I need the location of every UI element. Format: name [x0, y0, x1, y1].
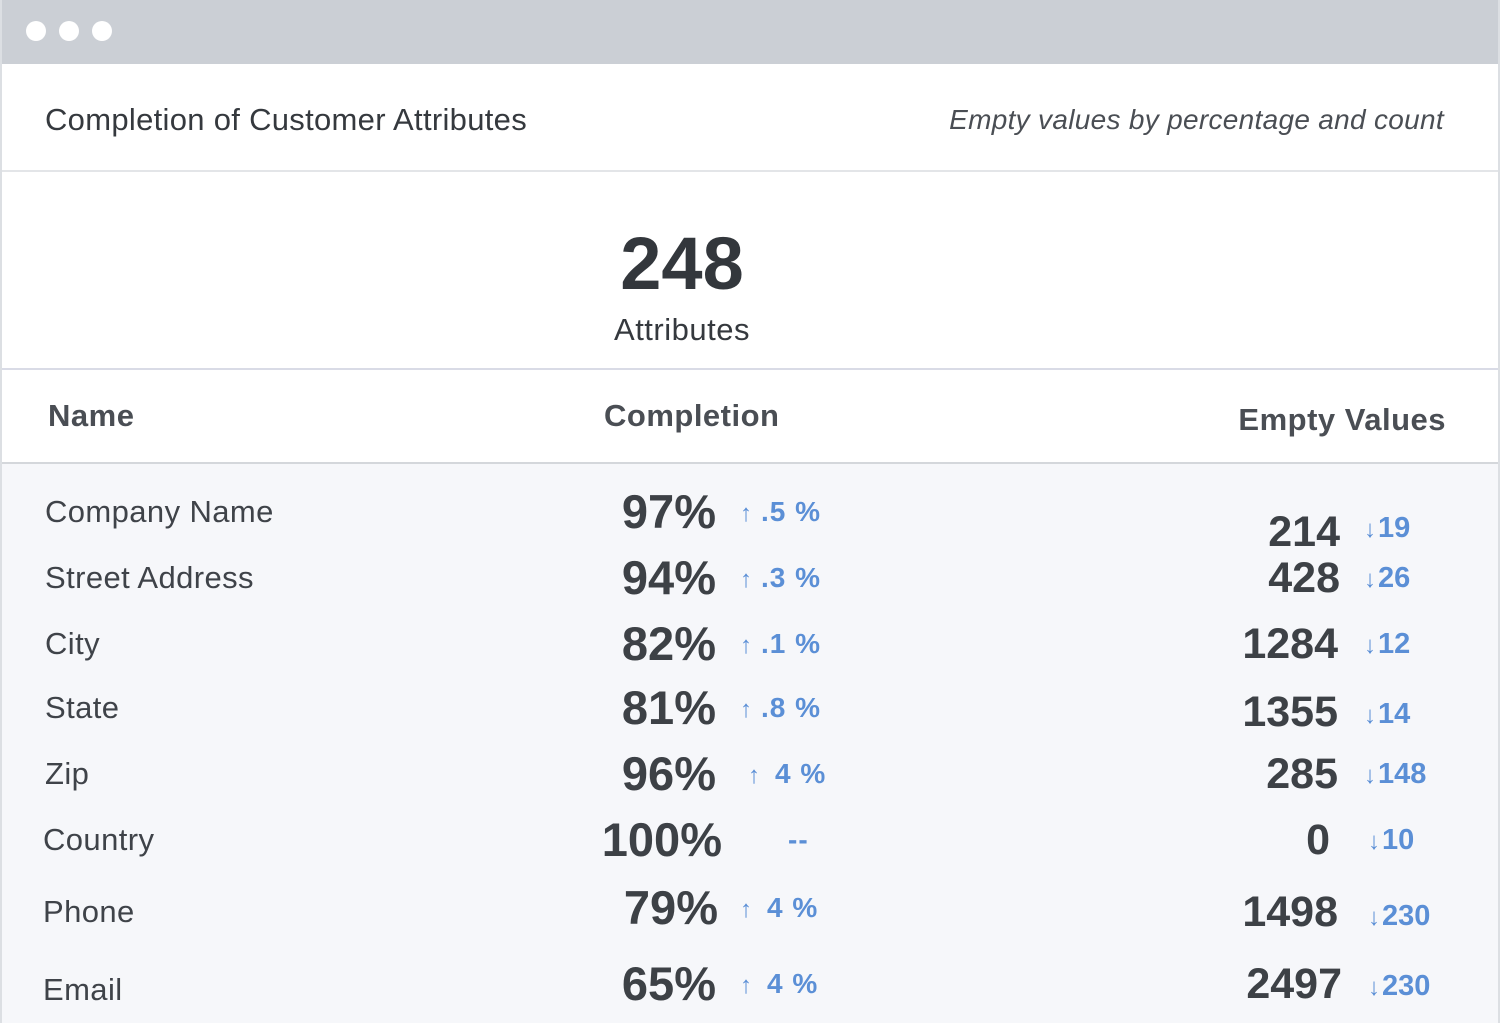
arrow-down-icon: ↓ [1368, 904, 1380, 931]
empty-delta-value: 230 [1382, 900, 1431, 932]
arrow-up-icon: ↑ [740, 632, 753, 659]
empty-count: 1284 [1242, 620, 1338, 668]
table-row[interactable]: City 82% ↑ .1 % 1284 ↓12 [2, 614, 1498, 674]
completion-delta: ↑ 4 % [748, 758, 826, 790]
completion-delta: -- [780, 824, 809, 856]
empty-delta-value: 19 [1378, 512, 1411, 544]
window-maximize-dot[interactable] [92, 21, 112, 41]
empty-count: 2497 [1246, 960, 1342, 1008]
window-close-dot[interactable] [26, 21, 46, 41]
attribute-name: City [45, 626, 100, 661]
empty-count: 0 [1306, 816, 1330, 864]
empty-count: 285 [1266, 750, 1338, 798]
attribute-name: State [45, 690, 120, 725]
completion-delta-value: .5 % [761, 496, 822, 527]
arrow-up-icon: ↑ [740, 566, 753, 593]
table-row[interactable]: Zip 96% ↑ 4 % 285 ↓148 [2, 744, 1498, 804]
arrow-up-icon: ↑ [748, 762, 761, 789]
completion-percent: 65% [621, 957, 716, 1010]
completion-percent: 94% [621, 551, 716, 604]
completion-percent: 81% [621, 681, 716, 734]
completion-delta-value: 4 % [767, 968, 819, 999]
completion-delta: ↑ .5 % [740, 496, 821, 528]
arrow-up-icon: ↑ [740, 696, 753, 723]
completion-percent: 100% [601, 813, 722, 866]
empty-delta-value: 26 [1378, 562, 1411, 594]
table-row[interactable]: Company Name 97% ↑ .5 % 214 ↓19 [2, 482, 1498, 556]
empty-delta-value: 148 [1378, 758, 1427, 790]
completion-delta-value: -- [788, 824, 809, 855]
empty-delta-value: 12 [1378, 628, 1411, 660]
empty-count: 1498 [1242, 888, 1338, 936]
attribute-name: Country [43, 822, 155, 857]
empty-delta: ↓230 [1368, 970, 1430, 1003]
completion-delta-value: 4 % [767, 892, 819, 923]
arrow-down-icon: ↓ [1364, 632, 1376, 659]
empty-delta: ↓12 [1364, 628, 1410, 661]
window-titlebar [2, 0, 1498, 64]
arrow-down-icon: ↓ [1364, 566, 1376, 593]
table-body: Company Name 97% ↑ .5 % 214 ↓19 Street Ad… [2, 464, 1498, 1023]
empty-count: 1355 [1242, 688, 1338, 736]
empty-delta: ↓14 [1364, 698, 1410, 731]
table-row[interactable]: State 81% ↑ .8 % 1355 ↓14 [2, 678, 1498, 738]
empty-delta: ↓26 [1364, 562, 1410, 595]
empty-count: 214 [1268, 508, 1340, 556]
attribute-name: Phone [43, 894, 135, 929]
column-header-empty-values[interactable]: Empty Values [1238, 402, 1446, 437]
empty-delta-value: 230 [1382, 970, 1431, 1002]
completion-percent: 96% [621, 747, 716, 800]
table-header: Name Completion Empty Values [2, 370, 1498, 464]
column-header-name[interactable]: Name [48, 398, 135, 433]
window-minimize-dot[interactable] [59, 21, 79, 41]
attribute-count-label: Attributes [614, 312, 750, 347]
completion-delta: ↑ .1 % [740, 628, 821, 660]
arrow-up-icon: ↑ [740, 972, 753, 999]
page-title: Completion of Customer Attributes [45, 102, 527, 137]
table-row[interactable]: Country 100% -- 0 ↓10 [2, 810, 1498, 870]
table-row[interactable]: Phone 79% ↑ 4 % 1498 ↓230 [2, 878, 1498, 938]
empty-delta-value: 10 [1382, 824, 1415, 856]
summary-panel: 248 Attributes [2, 172, 1498, 370]
completion-delta: ↑ 4 % [740, 968, 818, 1000]
attribute-name: Email [43, 972, 123, 1007]
completion-delta: ↑ 4 % [740, 892, 818, 924]
arrow-down-icon: ↓ [1368, 828, 1380, 855]
completion-delta-value: .8 % [761, 692, 822, 723]
completion-percent: 82% [621, 617, 716, 670]
card-header: Completion of Customer Attributes Empty … [2, 64, 1498, 172]
empty-delta: ↓10 [1368, 824, 1414, 857]
completion-delta-value: .1 % [761, 628, 822, 659]
completion-percent: 79% [623, 881, 718, 934]
completion-delta: ↑ .8 % [740, 692, 821, 724]
empty-count: 428 [1268, 554, 1340, 602]
completion-delta-value: .3 % [761, 562, 822, 593]
completion-percent: 97% [621, 485, 716, 538]
arrow-up-icon: ↑ [740, 896, 753, 923]
attribute-name: Street Address [45, 560, 254, 595]
table-row[interactable]: Street Address 94% ↑ .3 % 428 ↓26 [2, 548, 1498, 608]
column-header-completion[interactable]: Completion [604, 398, 780, 433]
table-row[interactable]: Email 65% ↑ 4 % 2497 ↓230 [2, 954, 1498, 1014]
arrow-down-icon: ↓ [1364, 516, 1376, 543]
arrow-up-icon: ↑ [740, 500, 753, 527]
completion-delta: ↑ .3 % [740, 562, 821, 594]
empty-delta: ↓19 [1364, 512, 1410, 545]
arrow-down-icon: ↓ [1364, 702, 1376, 729]
arrow-down-icon: ↓ [1364, 762, 1376, 789]
attribute-name: Company Name [45, 494, 274, 529]
attribute-count: 248 [620, 222, 744, 305]
attribute-name: Zip [45, 756, 90, 791]
empty-delta: ↓230 [1368, 900, 1430, 933]
page-subtitle: Empty values by percentage and count [949, 104, 1444, 135]
empty-delta-value: 14 [1378, 698, 1411, 730]
empty-delta: ↓148 [1364, 758, 1426, 791]
completion-delta-value: 4 % [775, 758, 827, 789]
arrow-down-icon: ↓ [1368, 974, 1380, 1001]
